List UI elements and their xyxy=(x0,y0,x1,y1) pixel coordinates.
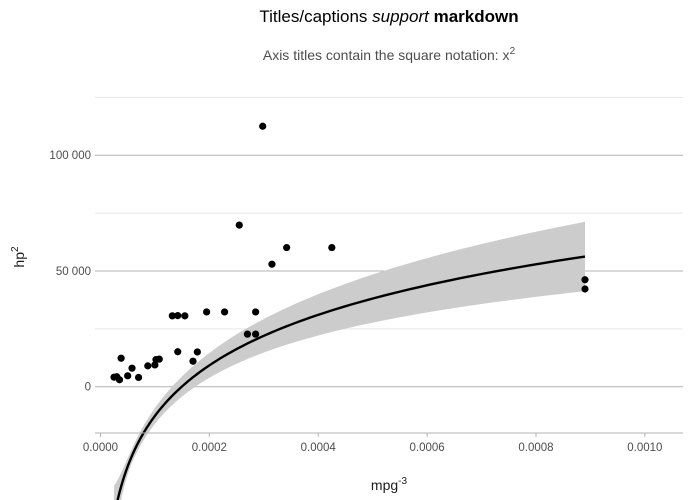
data-points xyxy=(110,122,589,384)
x-axis-title: mpg-3 xyxy=(371,476,408,493)
data-point xyxy=(259,122,267,130)
data-point xyxy=(124,372,132,380)
data-point xyxy=(181,312,189,320)
chart-subtitle: Axis titles contain the square notation:… xyxy=(263,46,516,63)
confidence-band xyxy=(114,221,585,500)
y-tick-label: 100 000 xyxy=(49,150,91,162)
x-tick-label: 0.0010 xyxy=(627,442,662,454)
chart-title-bold: markdown xyxy=(434,7,519,26)
data-point xyxy=(134,373,143,382)
data-point xyxy=(128,364,136,372)
x-axis-ticks: 0.0000 0.0002 0.0004 0.0006 0.0008 0.0010 xyxy=(83,433,662,454)
data-point xyxy=(203,308,211,316)
x-tick-label: 0.0006 xyxy=(410,442,445,454)
data-point xyxy=(117,354,125,362)
fit-line-layer xyxy=(116,255,586,500)
x-tick-label: 0.0004 xyxy=(301,442,337,454)
data-point xyxy=(115,376,124,384)
chart-title: Titles/captions support markdown xyxy=(259,7,518,26)
data-point xyxy=(155,355,163,363)
data-point xyxy=(235,221,243,229)
data-point xyxy=(174,348,182,356)
y-tick-label: 0 xyxy=(85,382,91,394)
data-point xyxy=(220,308,229,316)
data-point xyxy=(252,330,260,338)
fit-line xyxy=(116,255,586,500)
minor-gridlines xyxy=(95,96,683,330)
data-point xyxy=(581,276,589,284)
y-tick-label: 50 000 xyxy=(56,266,91,278)
x-tick-label: 0.0000 xyxy=(83,442,118,454)
x-tick-label: 0.0002 xyxy=(192,442,227,454)
y-axis-title: hp2 xyxy=(10,246,27,268)
data-point xyxy=(189,357,197,365)
y-axis-ticks: 0 50 000 100 000 xyxy=(49,150,91,394)
data-point xyxy=(174,312,182,320)
confidence-band-layer xyxy=(114,221,585,500)
data-point xyxy=(243,330,252,338)
data-point xyxy=(193,348,201,356)
data-point xyxy=(144,362,152,370)
data-point xyxy=(168,312,176,320)
data-point xyxy=(268,260,276,268)
data-point xyxy=(328,243,336,252)
data-point xyxy=(581,285,589,293)
data-point xyxy=(283,243,291,252)
x-tick-label: 0.0008 xyxy=(518,442,553,454)
data-point xyxy=(252,308,260,316)
chart-title-italic: support xyxy=(372,7,430,26)
